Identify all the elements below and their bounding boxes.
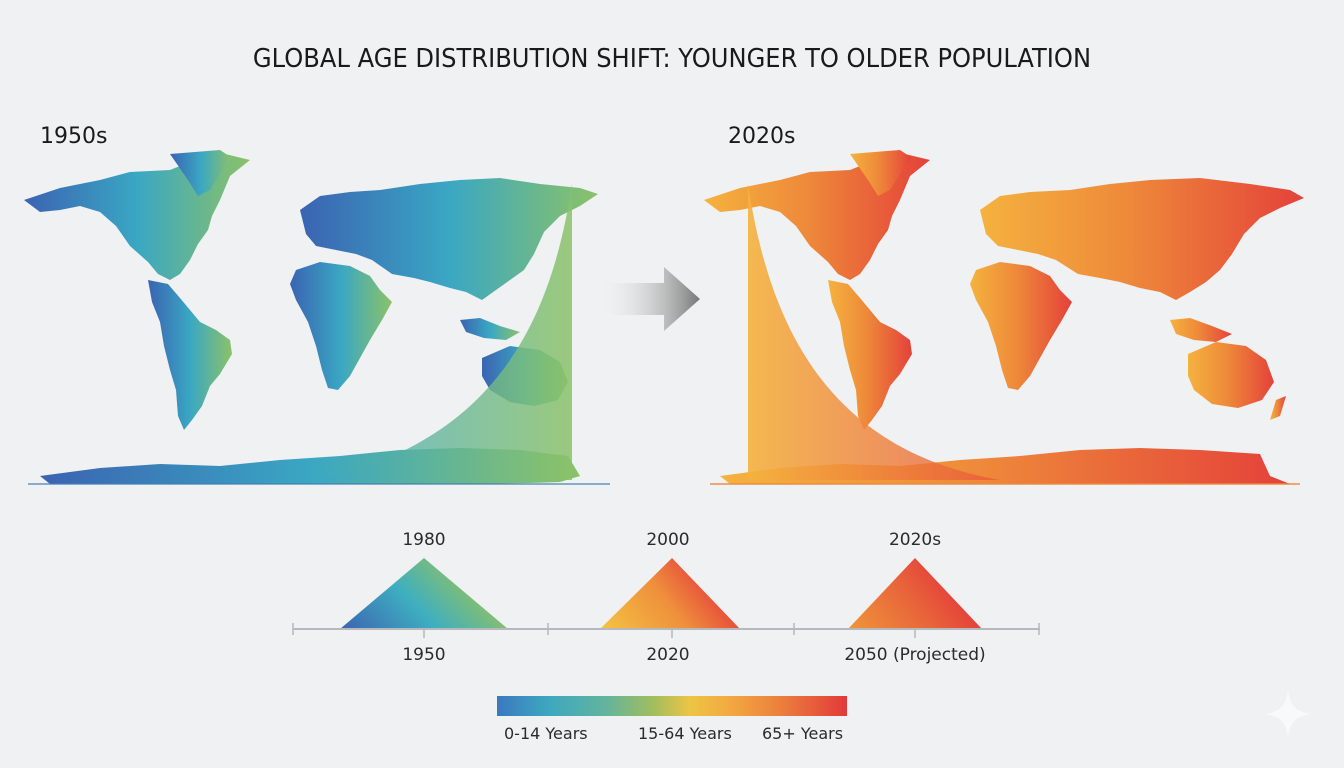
timeline-axis (292, 558, 1040, 638)
world-map-1950s (24, 150, 610, 485)
age-color-legend (497, 696, 847, 716)
peak-top-label-2: 2000 (646, 530, 690, 550)
sparkle-icon (1264, 690, 1312, 738)
legend-label-working-age: 15-64 Years (638, 724, 732, 743)
axis-label-2: 2020 (646, 645, 690, 665)
peak-top-label-3: 2020s (888, 530, 942, 550)
peak-triangle-2 (600, 558, 740, 629)
axis-label-3: 2050 (Projected) (844, 645, 986, 665)
continents (704, 150, 1304, 484)
world-map-2020s (704, 150, 1304, 485)
aging-curve-overlay (748, 184, 1000, 480)
legend-label-elderly: 65+ Years (762, 724, 844, 743)
aging-curve-overlay (320, 184, 572, 480)
right-era-label: 2020s (728, 124, 796, 149)
legend-label-children: 0-14 Years (504, 724, 588, 743)
arrow-right-icon (600, 267, 700, 331)
left-era-label: 1950s (40, 124, 108, 149)
peak-triangle-3 (848, 558, 982, 629)
axis-label-1: 1950 (402, 645, 446, 665)
population-pyramid-timeline: 1980 2000 2020s (290, 520, 1050, 670)
peak-triangle-1 (340, 558, 508, 629)
page-title: GLOBAL AGE DISTRIBUTION SHIFT: YOUNGER T… (252, 44, 1092, 74)
peak-top-label-1: 1980 (402, 530, 446, 550)
